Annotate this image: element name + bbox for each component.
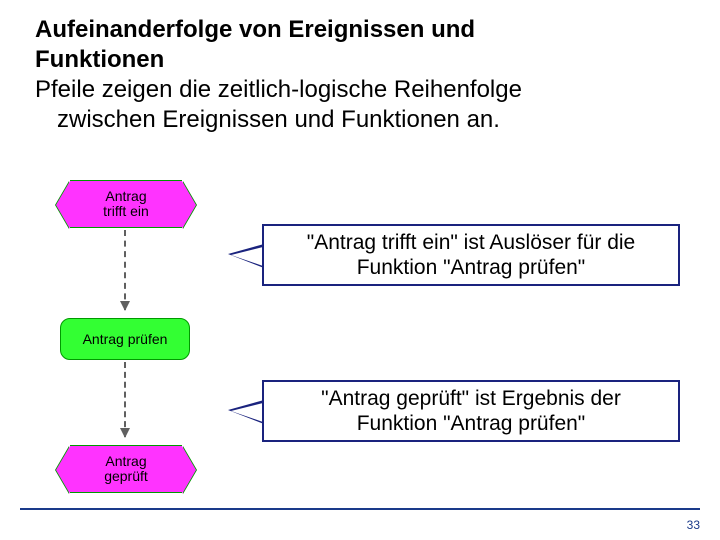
heading-block: Aufeinanderfolge von Ereignissen und Fun… — [35, 15, 675, 135]
event-label-line1: Antrag — [105, 188, 146, 204]
event-node-antrag-geprueft: Antrag geprüft — [70, 445, 182, 493]
event-label: Antrag trifft ein — [103, 189, 149, 220]
page-number: 33 — [687, 518, 700, 532]
body-line-2: zwischen Ereignissen und Funktionen an. — [35, 105, 675, 135]
body-line-1: Pfeile zeigen die zeitlich-logische Reih… — [35, 76, 522, 103]
callout-box-ergebnis: "Antrag geprüft" ist Ergebnis der Funkti… — [262, 380, 680, 442]
function-label: Antrag prüfen — [83, 331, 168, 347]
edge-arrow — [124, 230, 126, 310]
event-node-antrag-trifft-ein: Antrag trifft ein — [70, 180, 182, 228]
event-label-line2: trifft ein — [103, 203, 149, 219]
callout-tail — [228, 400, 264, 424]
callout-text: "Antrag trifft ein" ist Auslöser für die… — [278, 230, 664, 280]
edge-arrow — [124, 362, 126, 437]
callout-box-ausloeser: "Antrag trifft ein" ist Auslöser für die… — [262, 224, 680, 286]
title-line-2: Funktionen — [35, 46, 164, 73]
callout-tail — [228, 244, 264, 268]
event-label-line1: Antrag — [105, 453, 146, 469]
function-node-antrag-pruefen: Antrag prüfen — [60, 318, 190, 360]
event-label-line2: geprüft — [104, 468, 148, 484]
event-label: Antrag geprüft — [104, 454, 148, 485]
footer-rule — [20, 508, 700, 510]
callout-text: "Antrag geprüft" ist Ergebnis der Funkti… — [278, 386, 664, 436]
title-line-1: Aufeinanderfolge von Ereignissen und — [35, 16, 475, 43]
slide: Aufeinanderfolge von Ereignissen und Fun… — [0, 0, 720, 540]
